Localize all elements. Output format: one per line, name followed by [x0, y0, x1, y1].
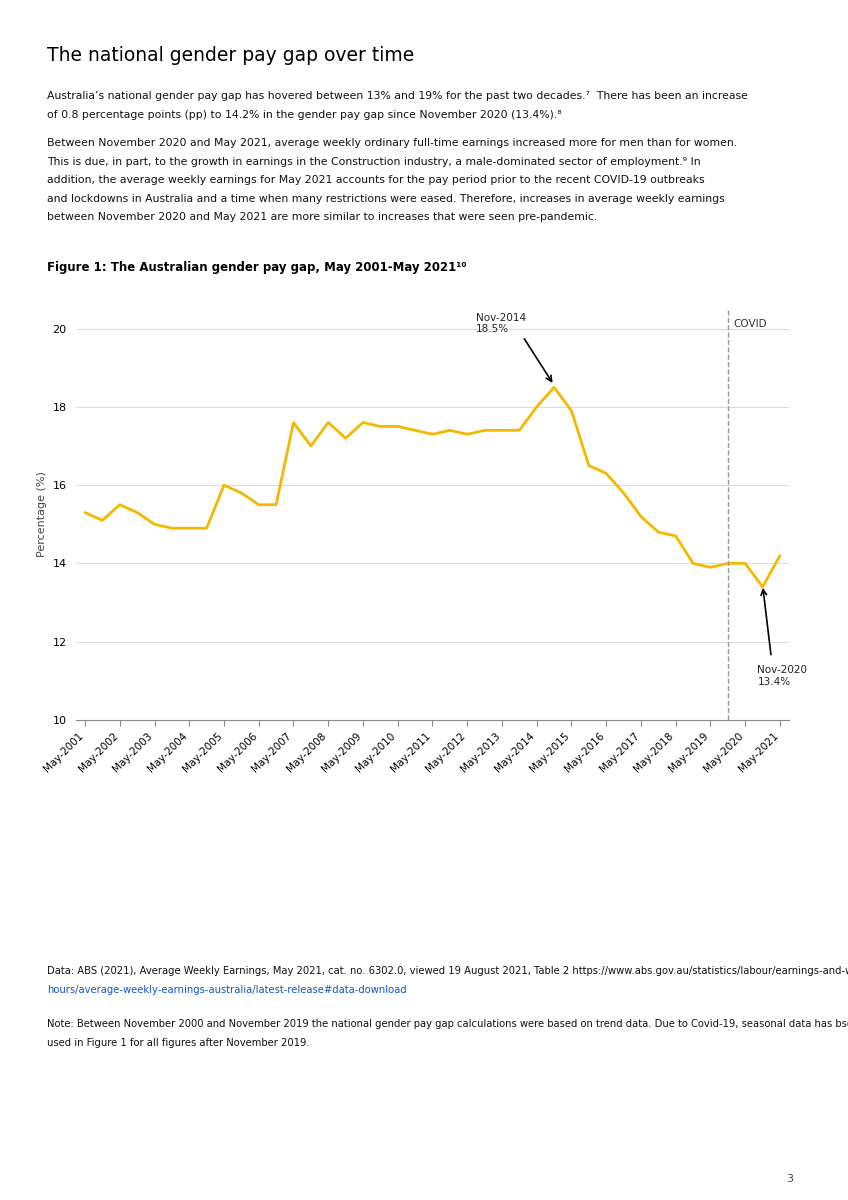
Text: Note: Between November 2000 and November 2019 the national gender pay gap calcul: Note: Between November 2000 and November…	[47, 1019, 848, 1028]
Text: Data: ABS (2021), Average Weekly Earnings, May 2021, cat. no. 6302.0, viewed 19 : Data: ABS (2021), Average Weekly Earning…	[47, 966, 848, 976]
Y-axis label: Percentage (%): Percentage (%)	[37, 472, 47, 558]
Text: Between November 2020 and May 2021, average weekly ordinary full-time earnings i: Between November 2020 and May 2021, aver…	[47, 138, 737, 148]
Text: Nov-2020
13.4%: Nov-2020 13.4%	[757, 665, 807, 686]
Text: COVID: COVID	[733, 319, 767, 329]
Text: This is due, in part, to the growth in earnings in the Construction industry, a : This is due, in part, to the growth in e…	[47, 156, 700, 167]
Text: Australia’s national gender pay gap has hovered between 13% and 19% for the past: Australia’s national gender pay gap has …	[47, 91, 748, 101]
Text: and lockdowns in Australia and a time when many restrictions were eased. Therefo: and lockdowns in Australia and a time wh…	[47, 193, 724, 204]
Text: 3: 3	[786, 1175, 793, 1184]
Text: The national gender pay gap over time: The national gender pay gap over time	[47, 46, 414, 65]
Text: between November 2020 and May 2021 are more similar to increases that were seen : between November 2020 and May 2021 are m…	[47, 212, 597, 222]
Text: addition, the average weekly earnings for May 2021 accounts for the pay period p: addition, the average weekly earnings fo…	[47, 175, 705, 185]
Text: Figure 1: The Australian gender pay gap, May 2001-May 2021¹⁰: Figure 1: The Australian gender pay gap,…	[47, 260, 466, 274]
Text: used in Figure 1 for all figures after November 2019.: used in Figure 1 for all figures after N…	[47, 1038, 310, 1048]
Text: Nov-2014
18.5%: Nov-2014 18.5%	[476, 313, 526, 335]
Text: hours/average-weekly-earnings-australia/latest-release#data-download: hours/average-weekly-earnings-australia/…	[47, 985, 406, 995]
Text: of 0.8 percentage points (pp) to 14.2% in the gender pay gap since November 2020: of 0.8 percentage points (pp) to 14.2% i…	[47, 109, 561, 120]
